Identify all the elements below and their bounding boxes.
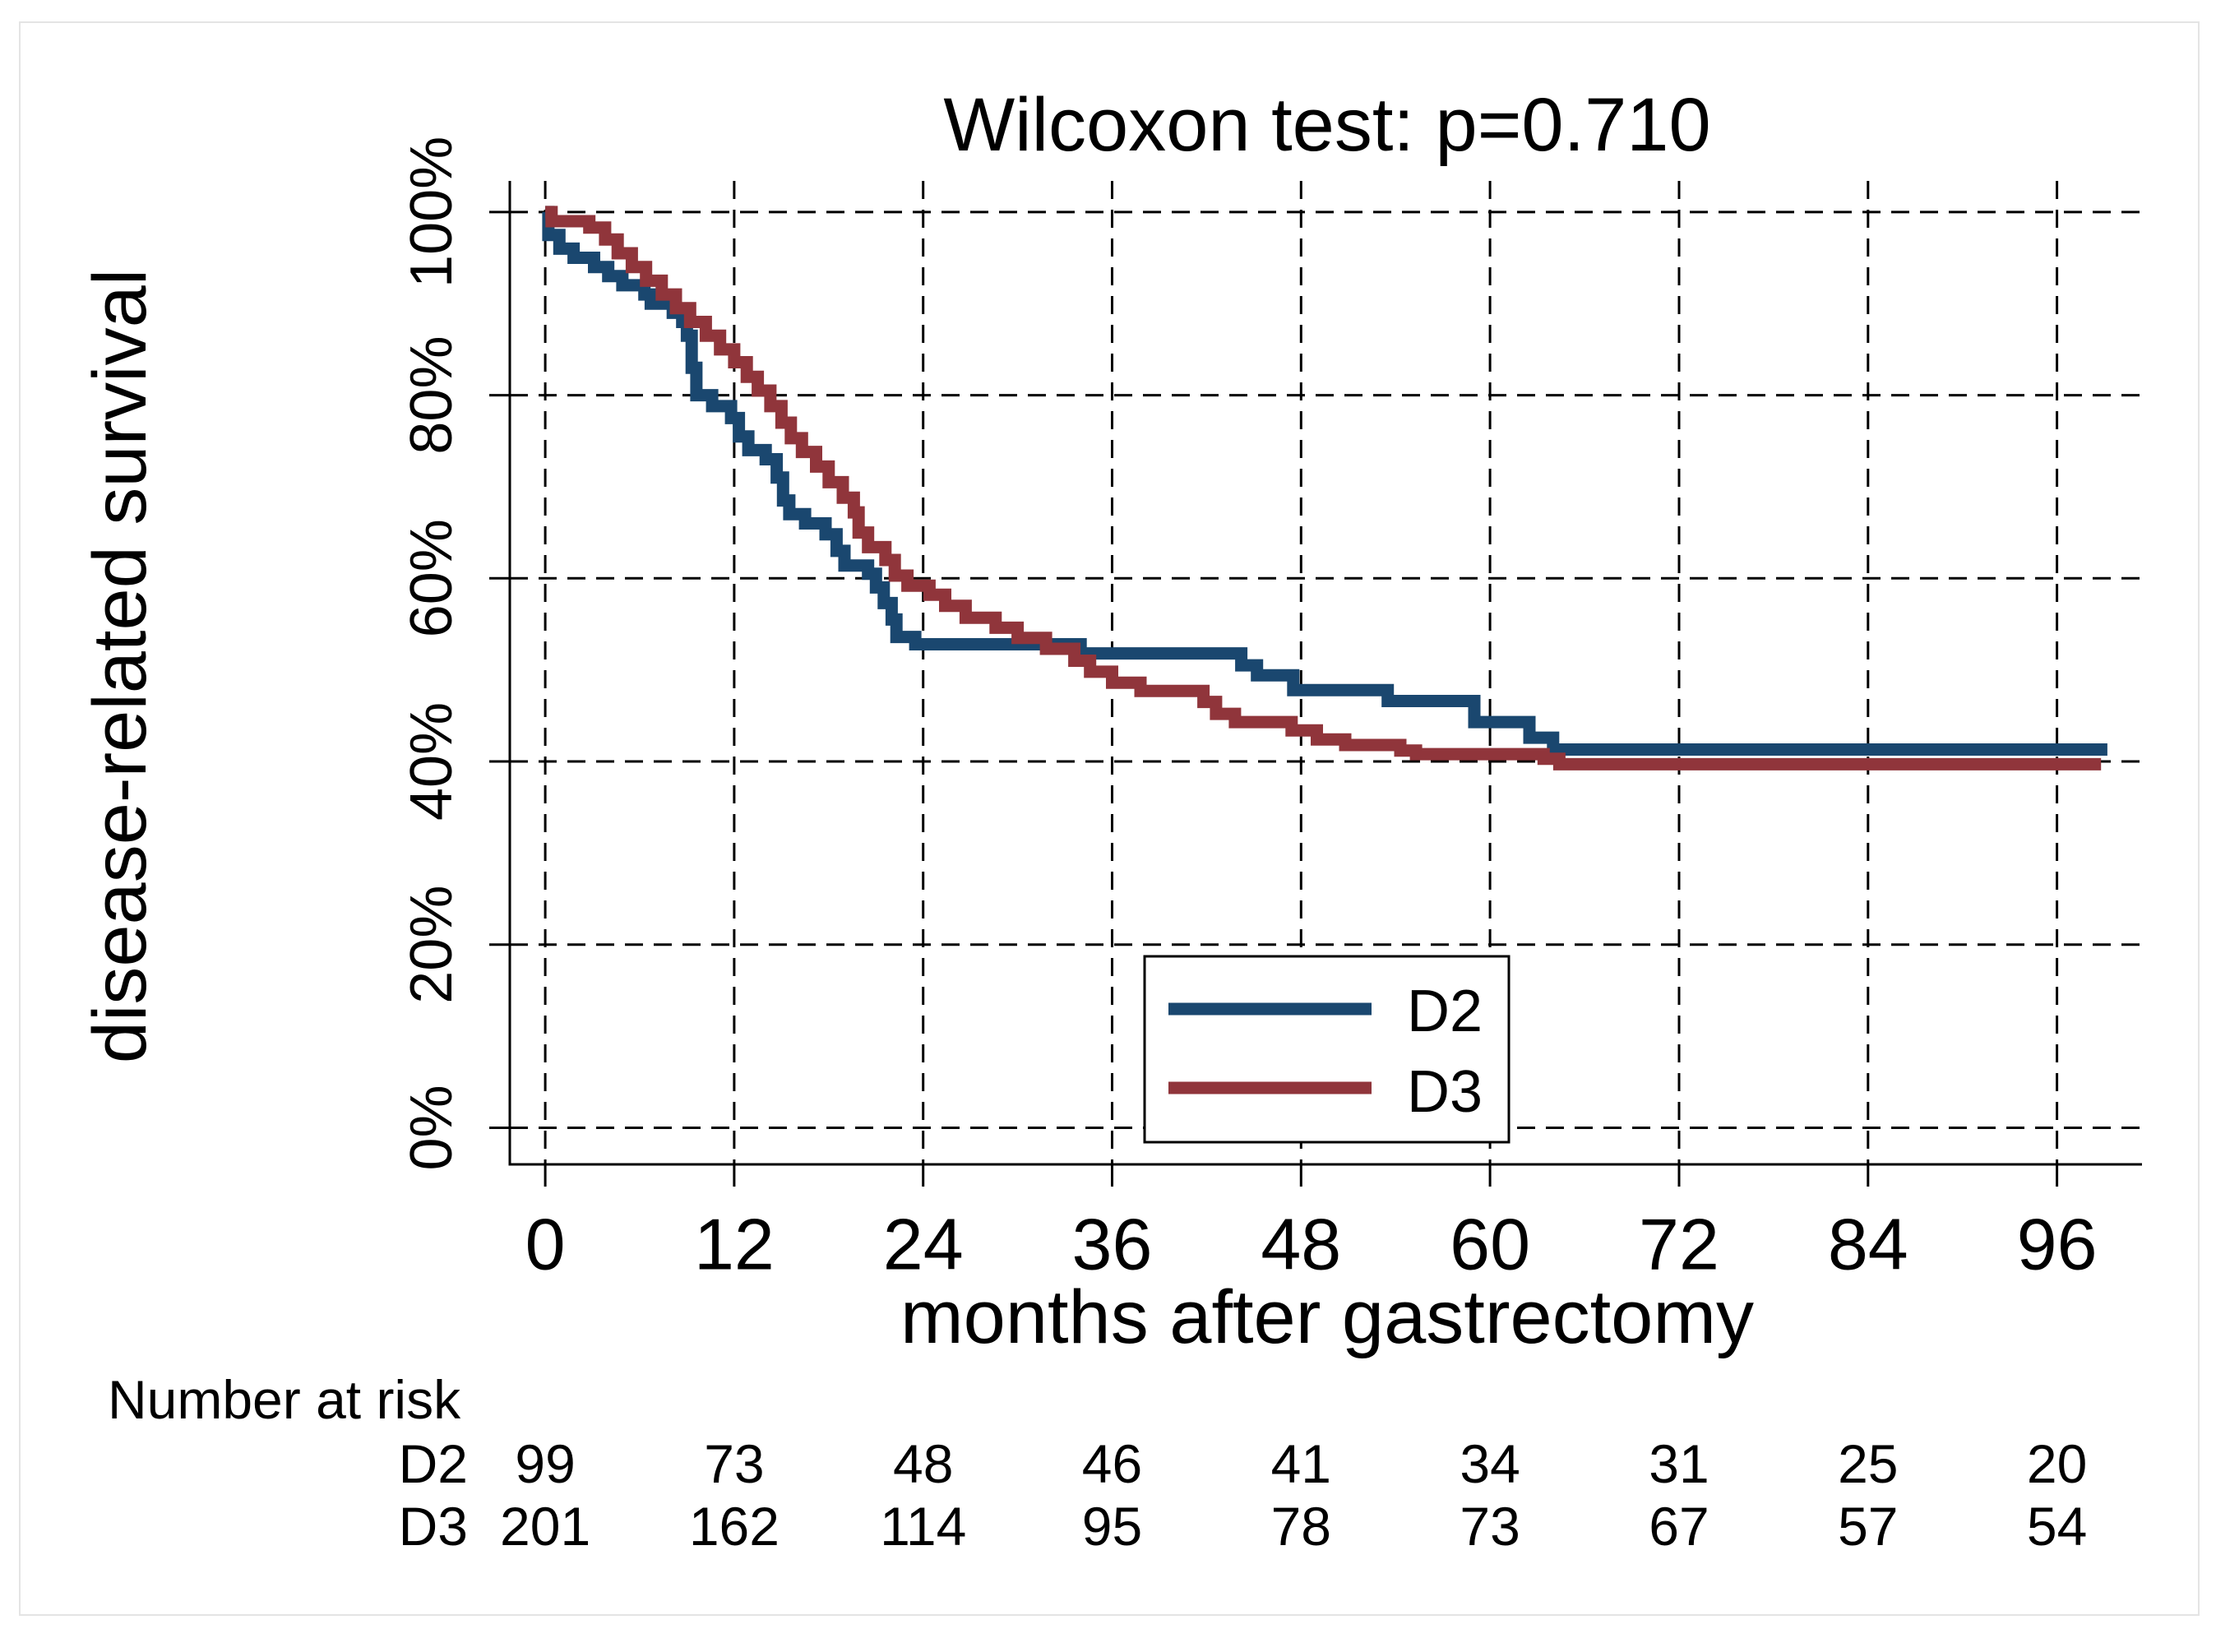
- risk-count: 25: [1838, 1433, 1898, 1494]
- figure-border: [19, 21, 2200, 1616]
- survival-curve-d3: [545, 206, 2102, 770]
- risk-count: 54: [2027, 1496, 2087, 1557]
- risk-table-title: Number at risk: [108, 1369, 461, 1430]
- x-tick-label: 48: [1261, 1204, 1341, 1285]
- x-axis-title: months after gastrectomy: [900, 1275, 1754, 1359]
- legend: D2 D3: [1143, 955, 1510, 1144]
- risk-count: 34: [1460, 1433, 1520, 1494]
- risk-row-label: D2: [399, 1433, 468, 1494]
- risk-row-label: D3: [399, 1496, 468, 1557]
- risk-count: 99: [515, 1433, 575, 1494]
- risk-count: 41: [1271, 1433, 1331, 1494]
- number-at-risk-table: Number at risk D2 99 73 48 46 41 34 31 25 20 D3 201…: [108, 1369, 2087, 1557]
- x-tick-label: 36: [1072, 1204, 1153, 1285]
- risk-count: 57: [1838, 1496, 1898, 1557]
- x-tick-label: 24: [883, 1204, 964, 1285]
- x-ticks: 0 12 24 36 48 60 72 84 96: [525, 1164, 2098, 1285]
- axes: [508, 181, 2142, 1166]
- survival-curves: [542, 206, 2107, 770]
- y-tick-label: 80%: [399, 336, 465, 455]
- y-tick-label: 40%: [399, 702, 465, 821]
- risk-count: 31: [1649, 1433, 1709, 1494]
- legend-label-d2: D2: [1407, 979, 1483, 1044]
- risk-count: 201: [500, 1496, 590, 1557]
- x-tick-label: 12: [694, 1204, 775, 1285]
- risk-count: 95: [1082, 1496, 1142, 1557]
- risk-count: 67: [1649, 1496, 1709, 1557]
- legend-box: [1143, 955, 1510, 1144]
- y-axis-title: disease-related survival: [78, 269, 162, 1063]
- x-tick-label: 0: [525, 1204, 566, 1285]
- risk-count: 73: [1460, 1496, 1520, 1557]
- risk-count: 162: [689, 1496, 780, 1557]
- x-tick-label: 60: [1450, 1204, 1530, 1285]
- risk-count: 48: [893, 1433, 953, 1494]
- x-tick-label: 96: [2017, 1204, 2098, 1285]
- risk-count: 114: [880, 1496, 966, 1557]
- risk-count: 20: [2027, 1433, 2087, 1494]
- y-ticks: 0% 20% 40% 60% 80% 100%: [399, 137, 510, 1171]
- risk-table-rows: D2 99 73 48 46 41 34 31 25 20 D3 201 162 114 95 78 73 67 5…: [399, 1433, 2088, 1557]
- risk-count: 46: [1082, 1433, 1142, 1494]
- legend-label-d3: D3: [1407, 1059, 1483, 1125]
- risk-count: 73: [704, 1433, 764, 1494]
- x-tick-label: 72: [1639, 1204, 1719, 1285]
- y-tick-label: 60%: [399, 519, 465, 637]
- x-tick-label: 84: [1828, 1204, 1908, 1285]
- y-tick-label: 100%: [399, 137, 465, 288]
- y-tick-label: 20%: [399, 886, 465, 1004]
- chart-title: Wilcoxon test: p=0.710: [943, 83, 1710, 167]
- risk-count: 78: [1271, 1496, 1331, 1557]
- y-tick-label: 0%: [399, 1085, 465, 1170]
